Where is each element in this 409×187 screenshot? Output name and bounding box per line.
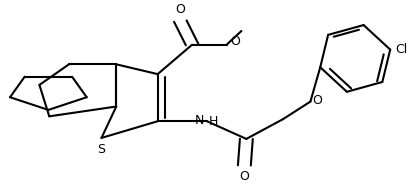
Text: Cl: Cl: [395, 43, 407, 56]
Text: N: N: [194, 114, 204, 127]
Text: O: O: [231, 35, 240, 48]
Text: O: O: [239, 170, 249, 183]
Text: S: S: [97, 142, 106, 156]
Text: H: H: [209, 115, 218, 128]
Text: O: O: [175, 3, 185, 16]
Text: O: O: [312, 94, 322, 107]
